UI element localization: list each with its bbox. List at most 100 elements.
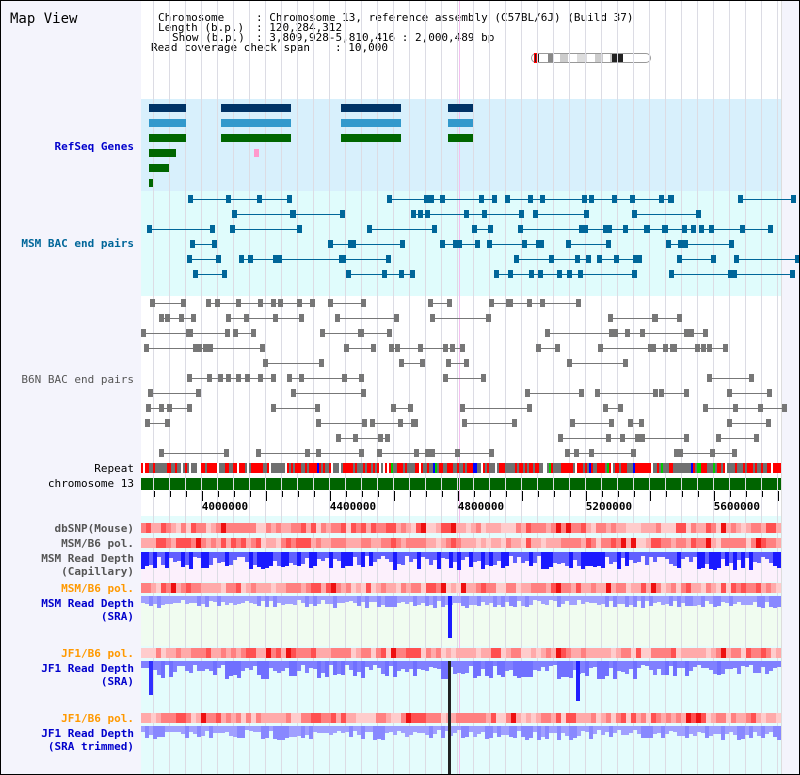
repeat-segment — [291, 463, 293, 473]
bac-end — [359, 449, 365, 457]
axis-tick — [153, 491, 155, 497]
repeat-segment — [261, 463, 263, 473]
polymorphism-cell — [186, 538, 191, 548]
polymorphism-cell — [231, 583, 236, 593]
bac-end-pair — [508, 303, 581, 304]
bac-end-pair — [677, 453, 738, 454]
bac-end-pair — [732, 408, 788, 409]
polymorphism-cell — [341, 583, 346, 593]
read-depth-bar — [673, 552, 677, 566]
read-depth-bar — [441, 552, 445, 559]
bac-end-pair — [607, 318, 658, 319]
read-depth-bar — [561, 552, 565, 564]
read-depth-bar — [525, 552, 529, 561]
read-depth-bar — [193, 661, 197, 666]
read-depth-bar — [409, 596, 413, 602]
bac-end-pair — [358, 333, 392, 334]
bac-end-pair — [417, 214, 488, 215]
polymorphism-cell — [736, 538, 741, 548]
bac-end — [195, 389, 201, 397]
polymorphism-cell — [311, 648, 316, 658]
bac-end — [582, 225, 588, 233]
polymorphism-cell — [396, 583, 401, 593]
bac-end — [148, 389, 154, 397]
polymorphism-cell — [731, 648, 736, 658]
label-b6n-bac[interactable]: B6N BAC end pairs — [21, 373, 134, 386]
read-depth-bar — [373, 661, 377, 666]
polymorphism-cell — [206, 538, 211, 548]
polymorphism-cell — [526, 538, 531, 548]
polymorphism-cell — [221, 538, 226, 548]
bac-end — [180, 299, 186, 307]
polymorphism-cell — [481, 583, 486, 593]
polymorphism-cell — [736, 583, 741, 593]
polymorphism-cell — [566, 583, 571, 593]
read-depth-bar — [457, 596, 461, 604]
polymorphism-cell — [296, 523, 301, 533]
label-refseq[interactable]: RefSeq Genes — [54, 140, 134, 153]
read-depth-bar — [537, 552, 541, 557]
grid-line — [457, 1, 458, 774]
polymorphism-cell — [161, 583, 166, 593]
label-chromosome: chromosome 13 — [47, 477, 134, 490]
polymorphism-cell — [156, 523, 161, 533]
read-depth-bar — [581, 552, 585, 570]
bac-end — [445, 359, 451, 367]
read-depth-bar — [549, 552, 553, 567]
repeat-segment — [343, 463, 345, 473]
bac-end — [702, 404, 708, 412]
bac-end — [578, 225, 584, 233]
read-depth-bar — [453, 552, 457, 562]
label-msm-bac[interactable]: MSM BAC end pairs — [21, 237, 134, 250]
read-depth-bar — [217, 596, 221, 607]
polymorphism-cell — [771, 648, 776, 658]
bac-end-pair — [442, 378, 486, 379]
polymorphism-cell — [551, 538, 556, 548]
read-depth-bar — [321, 726, 325, 733]
grid-line — [761, 1, 762, 774]
repeat-segment — [519, 463, 521, 473]
repeat-segment — [155, 463, 157, 473]
repeat-segment — [627, 463, 629, 473]
read-depth-bar — [557, 596, 561, 607]
polymorphism-cell — [151, 713, 156, 723]
repeat-segment — [753, 463, 755, 473]
read-depth-bar — [757, 596, 761, 608]
polymorphism-cell — [731, 538, 736, 548]
read-depth-bar — [693, 726, 697, 736]
polymorphism-cell — [576, 583, 581, 593]
repeat-segment — [773, 463, 775, 473]
polymorphism-cell — [526, 523, 531, 533]
read-depth-bar — [481, 552, 485, 569]
polymorphism-cell — [636, 583, 641, 593]
read-depth-bar — [233, 596, 237, 606]
gene-feature — [149, 179, 153, 187]
polymorphism-cell — [536, 648, 541, 658]
repeat-segment — [461, 463, 463, 473]
repeat-segment — [233, 463, 235, 473]
read-depth-bar — [241, 596, 245, 603]
gene-feature — [149, 164, 169, 172]
read-depth-bar — [157, 661, 161, 675]
repeat-segment — [557, 463, 559, 473]
bac-end — [732, 270, 738, 278]
read-depth-bar — [377, 552, 381, 559]
repeat-segment — [459, 463, 461, 473]
repeat-segment — [409, 463, 411, 473]
polymorphism-cell — [616, 583, 621, 593]
scrollbar[interactable] — [781, 1, 799, 774]
axis-tick — [361, 491, 363, 497]
repeat-segment — [283, 463, 285, 473]
read-depth-bar — [317, 661, 321, 678]
read-depth-bar — [717, 552, 721, 568]
polymorphism-cell — [246, 648, 251, 658]
read-depth-bar — [229, 552, 233, 566]
repeat-segment — [593, 463, 595, 473]
repeat-segment — [299, 463, 301, 473]
read-depth-bar — [493, 552, 497, 566]
read-depth-bar — [777, 726, 781, 740]
polymorphism-cell — [201, 583, 206, 593]
read-depth-bar — [313, 596, 317, 606]
polymorphism-cell — [306, 523, 311, 533]
bac-end-pair — [386, 199, 445, 200]
